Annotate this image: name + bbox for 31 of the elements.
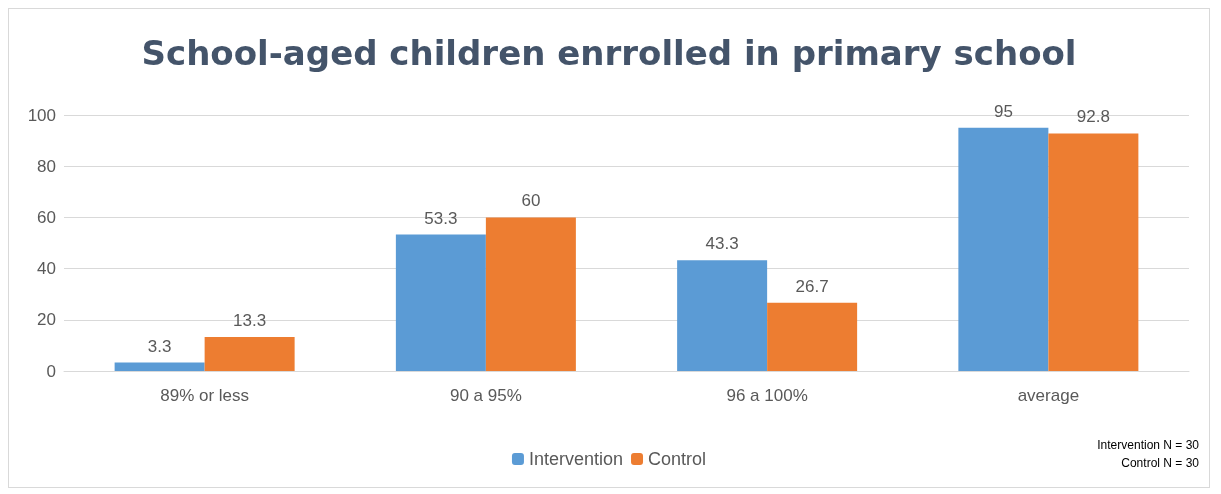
bar: [485, 217, 576, 371]
text: Intervention N = 30: [1097, 438, 1200, 452]
y-tick-label: 40: [37, 259, 56, 279]
x-tick-label: 90 a 95%: [449, 386, 522, 405]
text: Control N = 30: [1121, 456, 1200, 470]
x-tick-label: 96 a 100%: [726, 386, 808, 405]
y-tick-label: 20: [37, 310, 56, 330]
data-label: 13.3: [233, 310, 267, 330]
legend-label: Intervention: [528, 449, 624, 469]
x-tick-label: average: [1017, 386, 1080, 405]
y-tick-label: 80: [37, 156, 56, 176]
y-tick-label: 0: [46, 361, 56, 381]
bar: [1048, 133, 1139, 371]
bar: [958, 127, 1049, 371]
data-label: 26.7: [795, 276, 829, 296]
data-label: 43.3: [705, 234, 739, 254]
y-tick-label: 100: [27, 105, 56, 125]
bar: [767, 302, 858, 371]
bar: [114, 362, 205, 371]
data-label: 95: [993, 101, 1013, 121]
legend-label: Control: [648, 449, 707, 469]
chart-title: School-aged children enrrolled in primary school: [141, 33, 1077, 73]
data-label: 60: [521, 191, 541, 211]
bar: [677, 260, 768, 371]
bar: [395, 234, 486, 371]
data-label: 53.3: [424, 208, 458, 228]
x-tick-label: 89% or less: [160, 386, 250, 405]
y-tick-label: 60: [37, 207, 56, 227]
data-label: 92.8: [1076, 107, 1110, 127]
bar: [204, 336, 295, 371]
data-label: 3.3: [147, 336, 172, 356]
